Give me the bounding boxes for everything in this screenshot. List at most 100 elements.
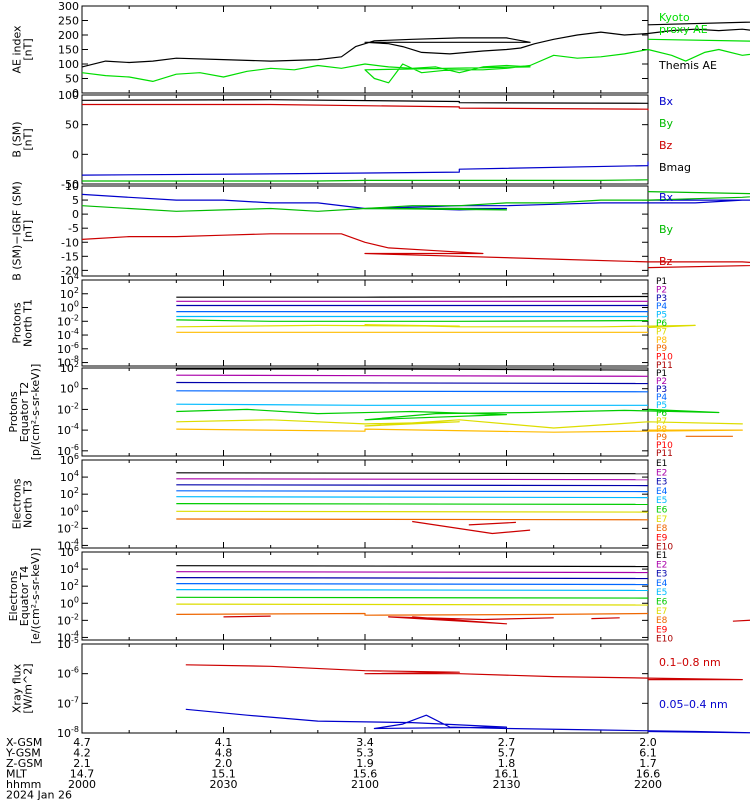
legend-entry-electrons_n: E5 (656, 496, 667, 506)
ephemeris-row-label: X-GSM (6, 736, 42, 749)
y-tick-label-b_igrf: -15 (61, 250, 79, 263)
y-axis-label-b_sm: B (SM) (11, 121, 24, 157)
y-tick-label-b_igrf: 5 (72, 194, 79, 207)
legend-entry-protons_n: P2 (656, 285, 667, 295)
ephemeris-value: 2000 (68, 778, 96, 791)
ephemeris-value: 6.1 (639, 747, 657, 760)
date-label: 2024 Jan 26 (6, 789, 72, 800)
y-axis-label-protons_e: Protons (7, 391, 20, 432)
series-line-electrons_n-e1 (176, 472, 649, 475)
y-tick-label-electrons_e: 104 (60, 561, 79, 576)
series-line-xray-0-05-0-4-nm (185, 708, 750, 734)
ephemeris-row-label: Y-GSM (5, 747, 41, 760)
series-line-ae-themis-ae (81, 21, 750, 68)
legend-entry-electrons_n: E8 (656, 524, 668, 534)
legend-entry-electrons_e: E6 (656, 598, 668, 608)
y-axis-label-protons_n: Protons (11, 302, 24, 343)
y-tick-label-electrons_n: 106 (60, 452, 79, 467)
y-axis-label-electrons_n: Electrons (11, 478, 24, 529)
series-line-b_igrf-bz (81, 233, 750, 269)
legend-entry-protons_e: P10 (656, 441, 673, 451)
legend-entry-electrons_e: E2 (656, 560, 667, 570)
series-line-b_sm-bz (82, 103, 649, 111)
series-line-electrons_e-e9c (591, 617, 620, 620)
series-line-protons_e-p4 (176, 390, 649, 393)
series-line-electrons_n-e4 (176, 490, 649, 493)
series-line-electrons_n-e3 (176, 484, 649, 487)
y-tick-label-electrons_e: 106 (60, 544, 79, 559)
ephemeris-value: 2.1 (73, 757, 91, 770)
y-tick-label-b_sm: 0 (72, 148, 79, 161)
ephemeris-value: 1.9 (356, 757, 374, 770)
y-tick-label-b_igrf: -20 (61, 264, 79, 277)
ephemeris-value: 2200 (634, 778, 662, 791)
y-tick-label-xray: 10-7 (57, 695, 79, 710)
legend-entry-electrons_n: E2 (656, 468, 667, 478)
series-line-electrons_n-e6 (176, 503, 649, 505)
y-axis-label-electrons_e: Electrons (7, 570, 20, 621)
ephemeris-value: 2.0 (639, 736, 657, 749)
legend-entry-electrons_e: E7 (656, 607, 667, 617)
legend-entry-protons_e: P7 (656, 417, 667, 427)
ephemeris-value: 4.2 (73, 747, 91, 760)
series-line-electrons_e-e7 (176, 603, 649, 606)
legend-entry-protons_n: P10 (656, 353, 673, 363)
ephemeris-value: 2030 (210, 778, 238, 791)
series-line-protons_e-p2 (176, 374, 649, 377)
ephemeris-value: 4.1 (215, 736, 233, 749)
y-tick-label-b_igrf: 10 (65, 180, 79, 193)
legend-entry-electrons_e: E8 (656, 616, 668, 626)
legend-entry-electrons_n: E3 (656, 478, 667, 488)
y-tick-label-ae: 200 (58, 29, 79, 42)
legend-entry-electrons_e: E9 (656, 625, 668, 635)
series-line-electrons_n-e2 (176, 478, 649, 481)
y-tick-label-ae: 0 (72, 87, 79, 100)
ephemeris-value: 1.8 (498, 757, 516, 770)
y-tick-label-electrons_n: 102 (60, 486, 79, 501)
ephemeris-row-label: hhmm (6, 778, 41, 791)
legend-entry-ae: Kyoto (659, 11, 690, 24)
y-axis-label-ae: AE index (11, 25, 24, 74)
series-line-electrons_n-e9a (412, 520, 531, 535)
ephemeris-value: 4.8 (215, 747, 233, 760)
legend-entry-electrons_n: E9 (656, 533, 668, 543)
series-line-electrons_e-e5 (176, 589, 649, 591)
legend-entry-b_igrf: Bz (659, 255, 673, 268)
series-line-protons_e-p8 (176, 428, 743, 433)
legend-entry-protons_n: P9 (656, 344, 667, 354)
y-axis-label-b_igrf: [nT] (22, 220, 35, 242)
y-tick-label-b_sm: -50 (61, 178, 79, 191)
y-tick-label-protons_n: 102 (60, 286, 79, 301)
ephemeris-value: 5.7 (498, 747, 516, 760)
y-axis-label-b_igrf: B (SM)−IGRF (SM) (11, 181, 24, 281)
y-tick-label-protons_e: 100 (60, 381, 79, 396)
ephemeris-row-label: Z-GSM (6, 757, 43, 770)
series-line-electrons_n-e5 (176, 496, 649, 499)
legend-entry-electrons_e: E5 (656, 588, 667, 598)
y-tick-label-ae: 300 (58, 0, 79, 13)
legend-entry-protons_n: P3 (656, 294, 667, 304)
y-tick-label-ae: 50 (65, 73, 79, 86)
y-tick-label-protons_e: 102 (60, 360, 79, 375)
legend-entry-protons_e: P9 (656, 433, 667, 443)
y-axis-label-electrons_e: Equator T4 (18, 566, 31, 626)
legend-entry-electrons_n: E1 (656, 459, 667, 469)
legend-entry-electrons_n: E6 (656, 506, 668, 516)
series-line-protons_e-p3 (176, 381, 649, 385)
series-line-protons_e-p1 (176, 368, 649, 371)
ephemeris-value: 4.7 (73, 736, 91, 749)
legend-entry-protons_n: P5 (656, 311, 667, 321)
y-tick-label-ae: 250 (58, 15, 79, 28)
series-line-electrons_e-e9b (388, 616, 554, 625)
y-tick-label-protons_n: 10-6 (57, 341, 79, 356)
ephemeris-value: 15.1 (211, 768, 236, 781)
legend-entry-protons_e: P8 (656, 425, 667, 435)
legend-entry-xray: 0.1–0.8 nm (659, 656, 721, 669)
series-line-protons_n-p1 (176, 295, 649, 298)
y-tick-label-xray: 10-5 (57, 636, 79, 651)
legend-entry-protons_e: P11 (656, 449, 673, 459)
legend-entry-b_sm: Bx (659, 95, 674, 108)
ephemeris-value: 2130 (493, 778, 521, 791)
y-tick-label-protons_n: 100 (60, 300, 79, 315)
series-line-electrons_e-e9a (223, 615, 271, 618)
